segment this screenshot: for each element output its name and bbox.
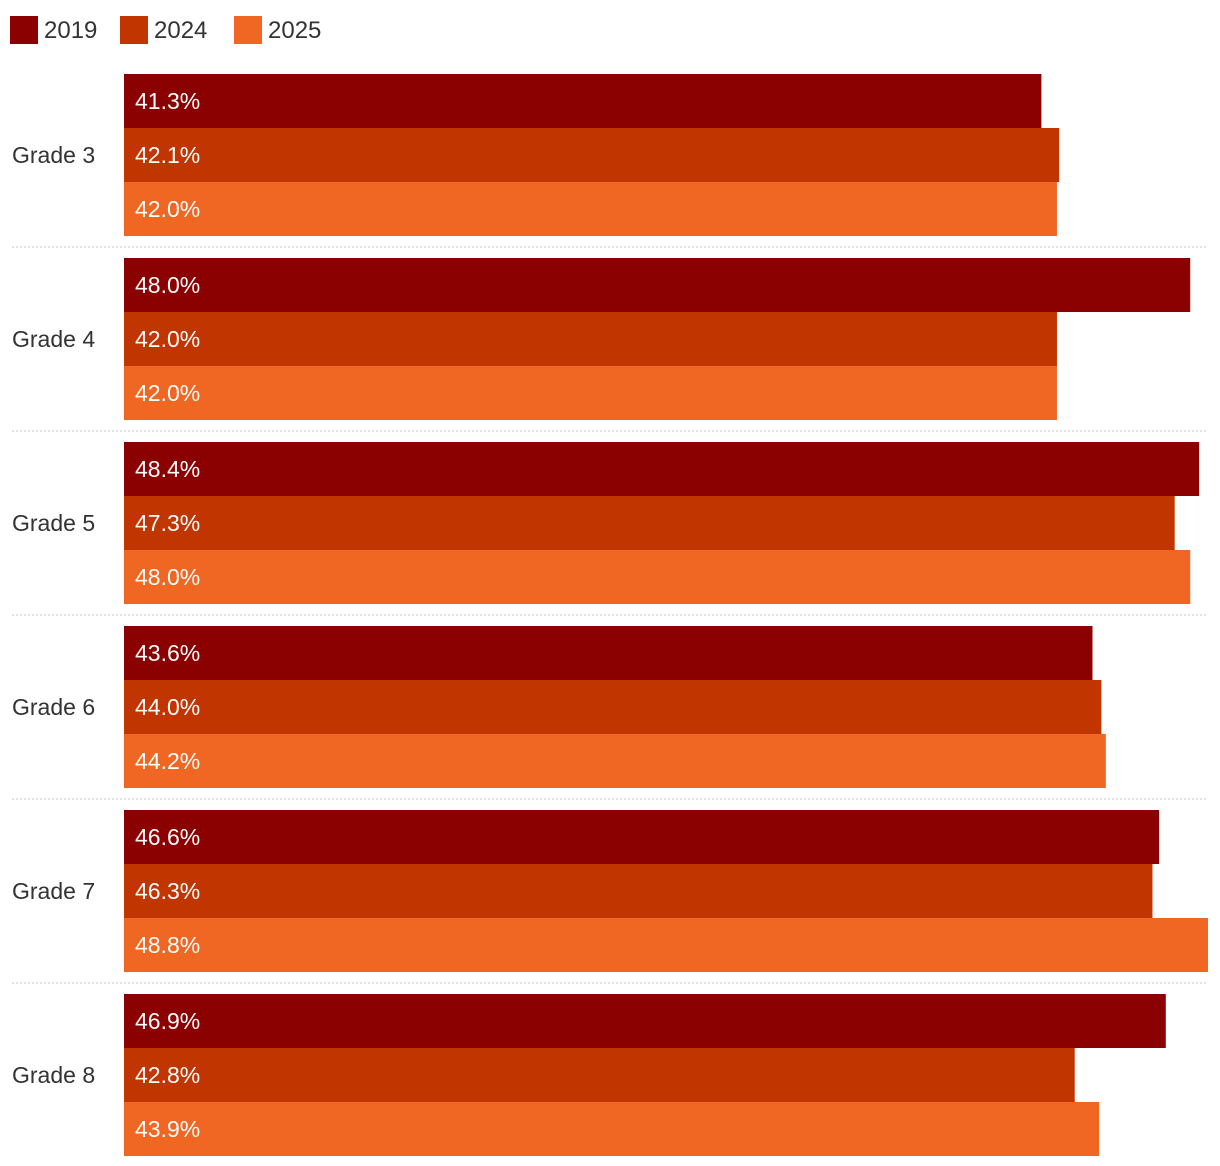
legend-swatch-2024 (120, 16, 148, 44)
bar-2024 (124, 680, 1101, 734)
legend-swatch-2019 (10, 16, 38, 44)
bar-2025 (124, 734, 1106, 788)
bar-value-label: 48.4% (135, 456, 200, 482)
bar-2019 (124, 626, 1092, 680)
bar-2024 (124, 128, 1059, 182)
category-label: Grade 4 (12, 326, 95, 352)
category-label: Grade 7 (12, 878, 95, 904)
bar-2019 (124, 442, 1199, 496)
bar-2025 (124, 1102, 1099, 1156)
bar-value-label: 42.0% (135, 196, 200, 222)
bar-value-label: 42.1% (135, 142, 200, 168)
bar-2019 (124, 810, 1159, 864)
chart-legend: 2019 2024 2025 (10, 16, 321, 44)
bar-2025 (124, 918, 1208, 972)
bar-2024 (124, 312, 1057, 366)
bar-value-label: 48.8% (135, 932, 200, 958)
category-label: Grade 6 (12, 694, 95, 720)
bar-value-label: 48.0% (135, 564, 200, 590)
bar-value-label: 42.0% (135, 380, 200, 406)
bar-value-label: 43.6% (135, 640, 200, 666)
bar-2025 (124, 550, 1190, 604)
bar-value-label: 46.9% (135, 1008, 200, 1034)
bar-value-label: 47.3% (135, 510, 200, 536)
bar-value-label: 41.3% (135, 88, 200, 114)
category-label: Grade 3 (12, 142, 95, 168)
bar-value-label: 42.8% (135, 1062, 200, 1088)
bar-value-label: 44.0% (135, 694, 200, 720)
bar-value-label: 46.6% (135, 824, 200, 850)
legend-label-2019: 2019 (44, 17, 97, 44)
legend-item-2019: 2019 (10, 16, 97, 44)
legend-swatch-2025 (234, 16, 262, 44)
bar-2024 (124, 496, 1175, 550)
bar-2024 (124, 1048, 1075, 1102)
legend-label-2024: 2024 (154, 17, 207, 44)
bar-value-label: 43.9% (135, 1116, 200, 1142)
bar-2025 (124, 182, 1057, 236)
bar-value-label: 44.2% (135, 748, 200, 774)
bar-2024 (124, 864, 1152, 918)
bar-2019 (124, 994, 1166, 1048)
legend-label-2025: 2025 (268, 17, 321, 44)
bar-value-label: 48.0% (135, 272, 200, 298)
bar-2019 (124, 258, 1190, 312)
legend-item-2024: 2024 (120, 16, 207, 44)
category-label: Grade 8 (12, 1062, 95, 1088)
bar-2019 (124, 74, 1041, 128)
category-label: Grade 5 (12, 510, 95, 536)
bar-value-label: 42.0% (135, 326, 200, 352)
bar-value-label: 46.3% (135, 878, 200, 904)
legend-item-2025: 2025 (234, 16, 321, 44)
bar-2025 (124, 366, 1057, 420)
